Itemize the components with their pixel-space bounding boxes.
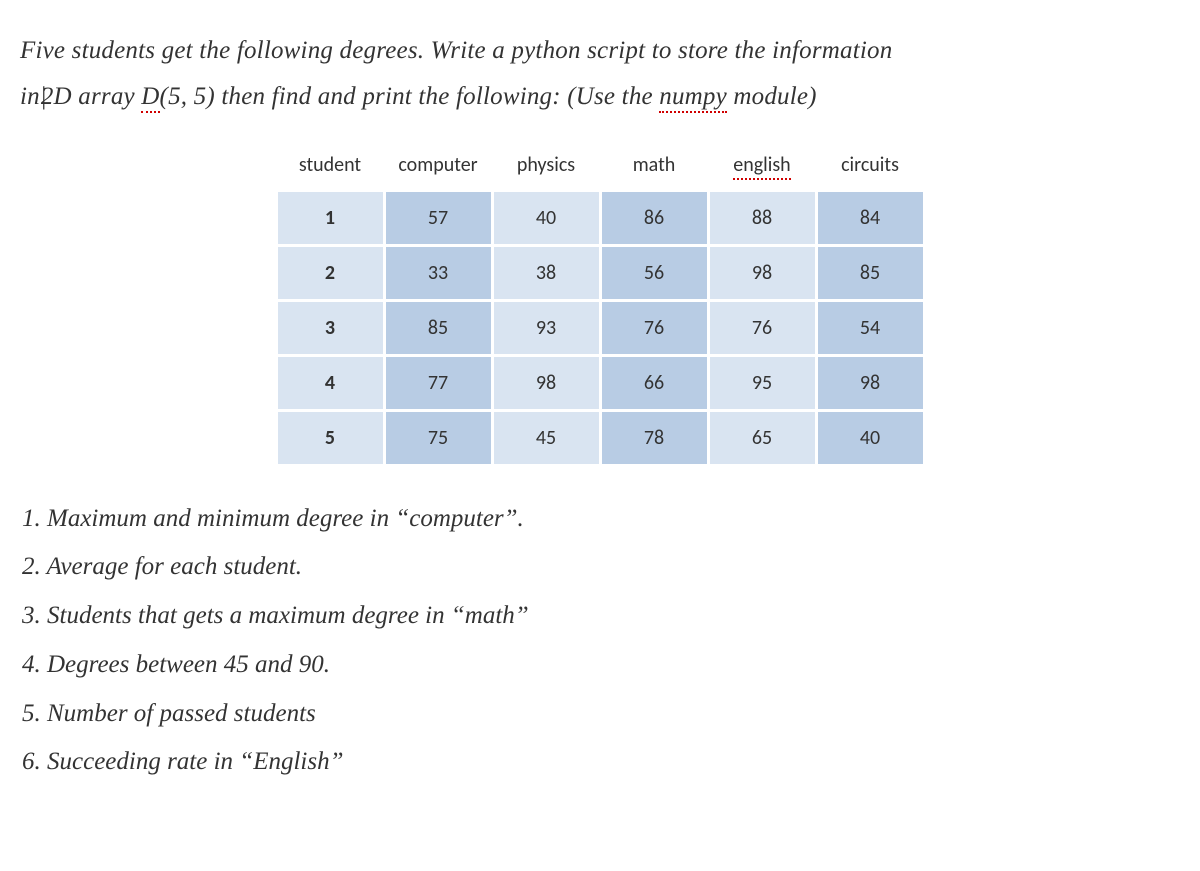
- col-physics: physics: [492, 141, 600, 191]
- grades-table: student computer physics math english ci…: [275, 141, 926, 467]
- student-id: 2: [276, 245, 384, 300]
- cell: 98: [492, 355, 600, 410]
- question-item: Average for each student.: [20, 543, 1180, 592]
- cell: 54: [816, 300, 924, 355]
- cell: 66: [600, 355, 708, 410]
- intro-line2-f: module): [727, 83, 817, 110]
- cell: 76: [708, 300, 816, 355]
- question-item: Succeeding rate in “English”: [20, 738, 1180, 787]
- intro-numpy: numpy: [659, 83, 727, 113]
- cell: 57: [384, 190, 492, 245]
- table-body: 1 57 40 86 88 84 2 33 38 56 98 85 3 85 9…: [276, 190, 924, 465]
- cell: 76: [600, 300, 708, 355]
- question-item: Degrees between 45 and 90.: [20, 641, 1180, 690]
- col-computer: computer: [384, 141, 492, 191]
- intro-line1: Five students get the following degrees.…: [20, 37, 892, 64]
- cell: 95: [708, 355, 816, 410]
- cell: 93: [492, 300, 600, 355]
- question-item: Students that gets a maximum degree in “…: [20, 592, 1180, 641]
- cell: 38: [492, 245, 600, 300]
- table-header-row: student computer physics math english ci…: [276, 141, 924, 191]
- student-id: 5: [276, 410, 384, 465]
- cell: 56: [600, 245, 708, 300]
- intro-D: D: [141, 83, 159, 113]
- intro-line2-a: in: [20, 83, 40, 110]
- col-english: english: [708, 141, 816, 191]
- cell: 88: [708, 190, 816, 245]
- student-id: 1: [276, 190, 384, 245]
- cell: 84: [816, 190, 924, 245]
- cell: 85: [384, 300, 492, 355]
- cell: 45: [492, 410, 600, 465]
- table-row: 2 33 38 56 98 85: [276, 245, 924, 300]
- cell: 40: [492, 190, 600, 245]
- cell: 78: [600, 410, 708, 465]
- intro-line2-b: 2D array: [41, 83, 141, 110]
- cell: 33: [384, 245, 492, 300]
- student-id: 3: [276, 300, 384, 355]
- table-row: 1 57 40 86 88 84: [276, 190, 924, 245]
- cell: 65: [708, 410, 816, 465]
- cell: 40: [816, 410, 924, 465]
- cell: 98: [816, 355, 924, 410]
- col-circuits: circuits: [816, 141, 924, 191]
- problem-statement: Five students get the following degrees.…: [20, 28, 1180, 121]
- grades-table-wrap: student computer physics math english ci…: [20, 141, 1180, 467]
- table-row: 4 77 98 66 95 98: [276, 355, 924, 410]
- question-item: Number of passed students: [20, 690, 1180, 739]
- question-list: Maximum and minimum degree in “computer”…: [20, 495, 1180, 788]
- student-id: 4: [276, 355, 384, 410]
- col-math: math: [600, 141, 708, 191]
- question-item: Maximum and minimum degree in “computer”…: [20, 495, 1180, 544]
- cell: 86: [600, 190, 708, 245]
- col-student: student: [276, 141, 384, 191]
- cell: 75: [384, 410, 492, 465]
- cell: 85: [816, 245, 924, 300]
- table-row: 3 85 93 76 76 54: [276, 300, 924, 355]
- cell: 77: [384, 355, 492, 410]
- cell: 98: [708, 245, 816, 300]
- table-row: 5 75 45 78 65 40: [276, 410, 924, 465]
- intro-line2-d: (5, 5) then find and print the following…: [160, 83, 660, 110]
